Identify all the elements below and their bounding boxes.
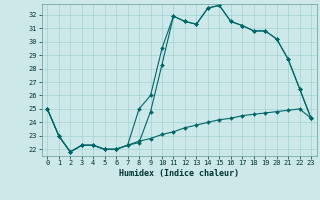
X-axis label: Humidex (Indice chaleur): Humidex (Indice chaleur) — [119, 169, 239, 178]
